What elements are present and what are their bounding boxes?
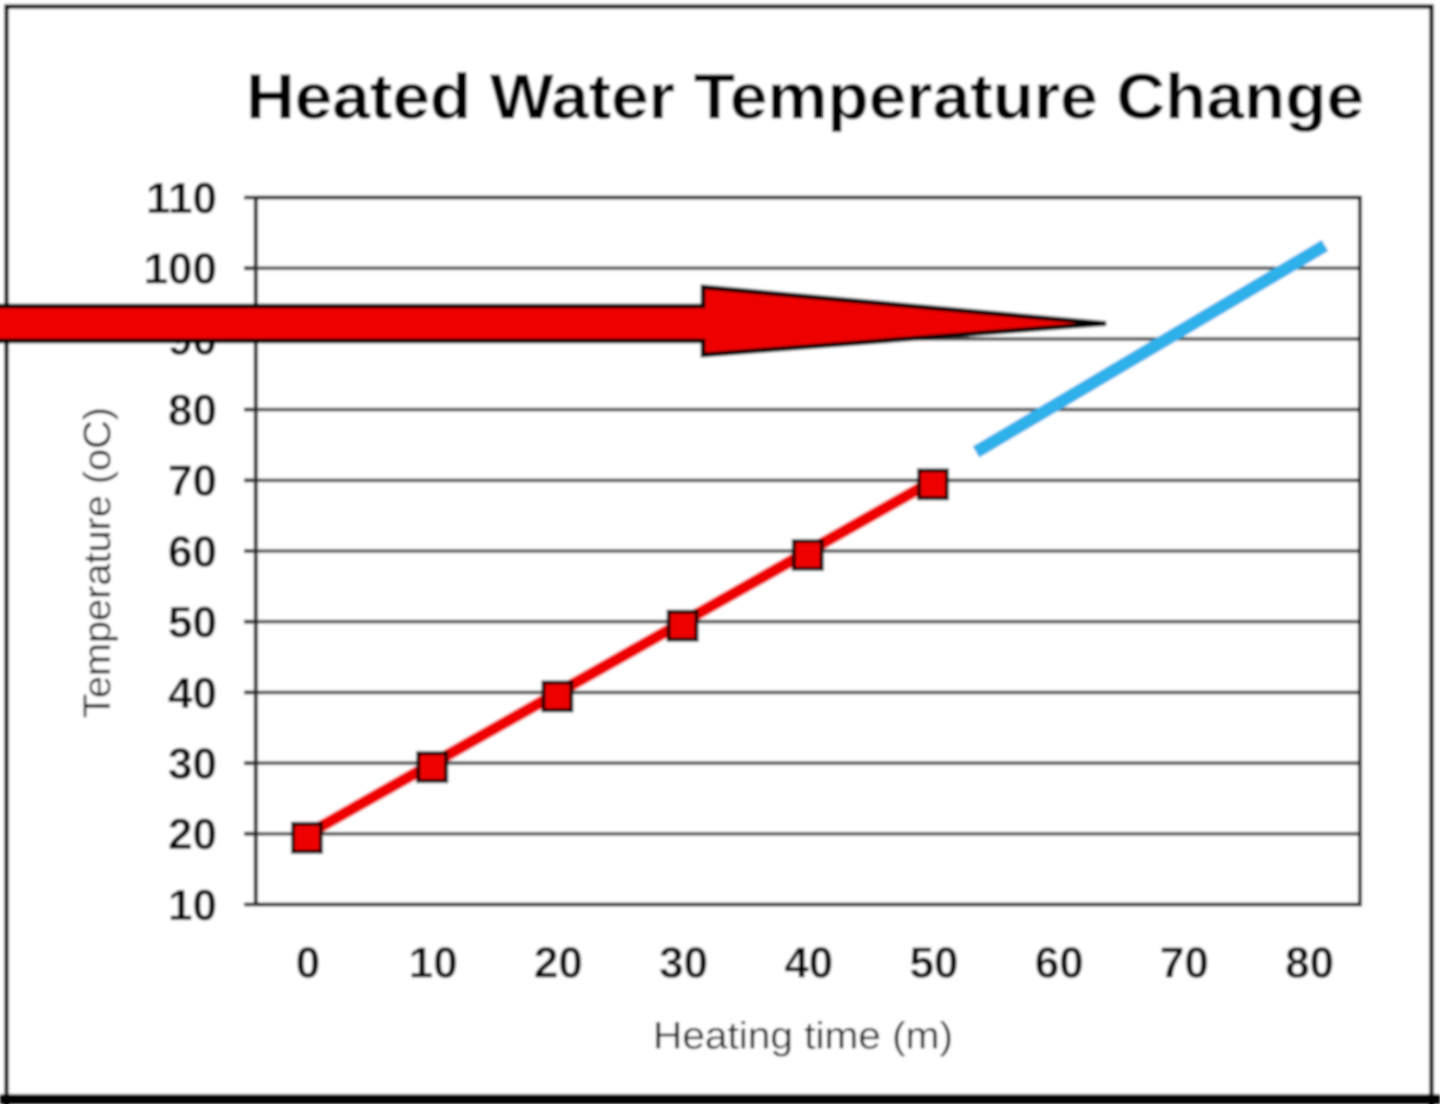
svg-text:40: 40 <box>784 938 833 987</box>
svg-text:60: 60 <box>168 527 217 576</box>
svg-text:30: 30 <box>659 938 708 987</box>
svg-text:50: 50 <box>910 938 959 987</box>
svg-text:30: 30 <box>168 740 217 789</box>
svg-text:20: 20 <box>168 810 217 859</box>
svg-text:20: 20 <box>534 938 583 987</box>
svg-text:40: 40 <box>168 669 217 718</box>
svg-text:0: 0 <box>296 938 320 987</box>
svg-text:10: 10 <box>409 938 458 987</box>
svg-text:Heated Water Temperature Chang: Heated Water Temperature Change <box>246 61 1364 133</box>
svg-text:80: 80 <box>168 386 217 435</box>
svg-text:50: 50 <box>168 598 217 647</box>
svg-text:70: 70 <box>168 457 217 506</box>
svg-text:100: 100 <box>144 245 217 294</box>
svg-text:Heating time (m): Heating time (m) <box>653 1016 953 1058</box>
svg-text:Temperature (oC): Temperature (oC) <box>77 407 119 718</box>
svg-text:60: 60 <box>1035 938 1084 987</box>
svg-text:80: 80 <box>1285 938 1334 987</box>
svg-text:10: 10 <box>168 881 217 930</box>
svg-text:70: 70 <box>1160 938 1209 987</box>
svg-text:110: 110 <box>146 174 217 223</box>
